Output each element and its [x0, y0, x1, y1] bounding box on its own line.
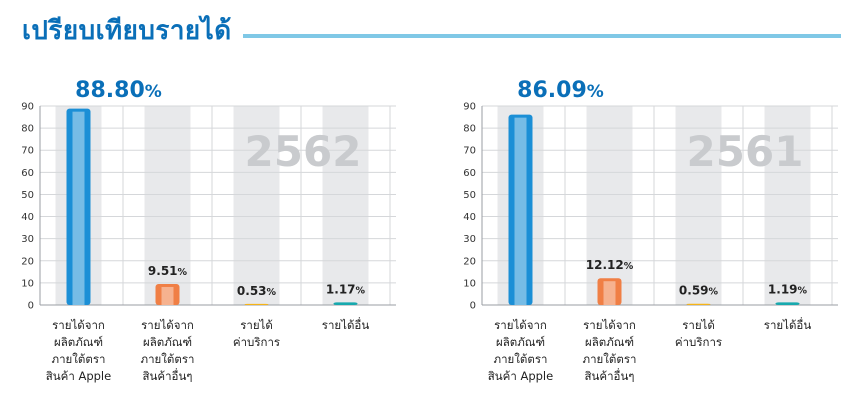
x-category-label-line: ผลิตภัณฑ์ — [495, 335, 546, 349]
x-category-label-line: ผลิตภัณฑ์ — [53, 335, 104, 349]
bar-data-label: 9.51% — [148, 264, 188, 278]
x-category-label-line: ภายใต้ตรา — [51, 352, 106, 366]
x-category-label: รายได้ค่าบริการ — [212, 317, 302, 351]
y-tick-label: 10 — [463, 278, 476, 289]
x-category-label-line: สินค้าอื่นๆ — [584, 369, 635, 383]
page-title: เปรียบเทียบรายได้ — [22, 16, 232, 46]
column-background — [233, 106, 280, 305]
bar-data-label: 12.12% — [586, 258, 634, 272]
year-watermark: 2561 — [687, 127, 804, 176]
bar-data-label: 1.19% — [768, 282, 808, 296]
y-tick-label: 0 — [470, 301, 476, 312]
y-tick-label: 20 — [463, 256, 476, 267]
y-tick-label: 30 — [463, 234, 476, 245]
y-tick-label: 60 — [463, 168, 476, 179]
bar — [244, 303, 269, 305]
x-category-label-line: ภายใต้ตรา — [493, 352, 548, 366]
x-category-label-line: รายได้จาก — [52, 318, 105, 332]
y-tick-label: 50 — [463, 190, 476, 201]
year-watermark: 2562 — [245, 127, 362, 176]
bar-data-label: 1.17% — [326, 282, 366, 296]
bar-highlight — [161, 286, 174, 305]
x-category-label: รายได้จากผลิตภัณฑ์ภายใต้ตราสินค้า Apple — [34, 317, 124, 385]
chart-2562: 0 10 20 30 40 50 60 70 80 90 2562 9.51% 0.53% 1.17% 88… — [18, 68, 418, 403]
x-category-label-line: รายได้จาก — [494, 318, 547, 332]
x-category-label-line: สินค้า Apple — [45, 369, 112, 383]
x-category-label: รายได้จากผลิตภัณฑ์ภายใต้ตราสินค้าอื่นๆ — [565, 317, 655, 385]
y-tick-label: 20 — [21, 256, 34, 267]
y-tick-label: 70 — [21, 146, 34, 157]
x-category-label-line: ค่าบริการ — [674, 335, 723, 349]
y-tick-label: 40 — [21, 212, 34, 223]
y-tick-label: 0 — [28, 301, 34, 312]
y-tick-label: 90 — [21, 102, 34, 113]
y-tick-label: 90 — [463, 102, 476, 113]
bar — [775, 302, 800, 305]
x-category-label-line: รายได้อื่น — [763, 318, 812, 332]
bar-data-label: 0.59% — [679, 284, 719, 298]
x-category-label-line: รายได้จาก — [141, 318, 194, 332]
x-category-label-line: ผลิตภัณฑ์ — [584, 335, 635, 349]
x-category-label-line: ภายใต้ตรา — [582, 352, 637, 366]
column-background — [586, 106, 633, 305]
y-tick-label: 30 — [21, 234, 34, 245]
headline-value: 88.80% — [75, 78, 162, 103]
x-category-label-line: สินค้า Apple — [487, 369, 554, 383]
column-background — [675, 106, 722, 305]
column-background — [322, 106, 369, 305]
x-category-label-line: รายได้ — [682, 318, 715, 332]
bar-data-label: 0.53% — [237, 284, 277, 298]
x-category-label: รายได้อื่น — [743, 317, 833, 334]
column-background — [144, 106, 191, 305]
title-rule — [243, 34, 841, 38]
bar — [686, 303, 711, 305]
x-category-label-line: สินค้าอื่นๆ — [142, 369, 193, 383]
y-tick-label: 60 — [21, 168, 34, 179]
bar-highlight — [603, 281, 616, 305]
x-category-label-line: รายได้อื่น — [321, 318, 370, 332]
x-category-label-line: รายได้ — [240, 318, 273, 332]
x-category-label-line: ค่าบริการ — [232, 335, 281, 349]
bar-highlight — [514, 117, 527, 305]
chart-svg: 0 10 20 30 40 50 60 70 80 90 2561 12.12% 0.59% 1.19% 8… — [463, 78, 838, 312]
x-category-label: รายได้ค่าบริการ — [654, 317, 744, 351]
bar — [333, 302, 358, 305]
y-tick-label: 40 — [463, 212, 476, 223]
column-background — [764, 106, 811, 305]
x-category-label-line: ภายใต้ตรา — [140, 352, 195, 366]
y-tick-label: 50 — [21, 190, 34, 201]
y-tick-label: 80 — [463, 124, 476, 135]
y-tick-label: 70 — [463, 146, 476, 157]
x-category-label: รายได้จากผลิตภัณฑ์ภายใต้ตราสินค้าอื่นๆ — [123, 317, 213, 385]
chart-svg: 0 10 20 30 40 50 60 70 80 90 2562 9.51% 0.53% 1.17% 88… — [21, 78, 396, 312]
x-category-label-line: ผลิตภัณฑ์ — [142, 335, 193, 349]
y-tick-label: 80 — [21, 124, 34, 135]
x-category-label: รายได้อื่น — [301, 317, 391, 334]
bar-highlight — [72, 111, 85, 305]
x-category-label-line: รายได้จาก — [583, 318, 636, 332]
chart-2561: 0 10 20 30 40 50 60 70 80 90 2561 12.12% 0.59% 1.19% 8… — [460, 68, 860, 403]
x-category-label: รายได้จากผลิตภัณฑ์ภายใต้ตราสินค้า Apple — [476, 317, 566, 385]
y-tick-label: 10 — [21, 278, 34, 289]
headline-value: 86.09% — [517, 78, 604, 103]
